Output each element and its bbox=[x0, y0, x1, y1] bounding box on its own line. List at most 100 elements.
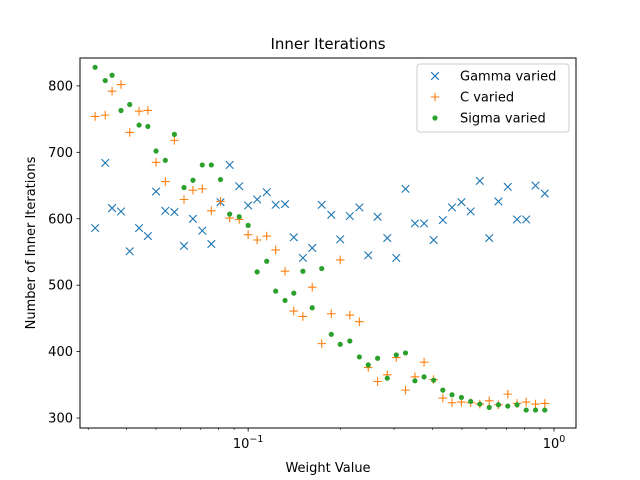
data-point bbox=[134, 106, 144, 116]
data-point bbox=[373, 212, 382, 221]
data-point bbox=[364, 251, 373, 260]
x-axis-label: Weight Value bbox=[285, 461, 370, 476]
data-point bbox=[449, 392, 455, 398]
data-point bbox=[485, 233, 494, 243]
y-tick-label: 400 bbox=[48, 345, 73, 360]
data-point bbox=[328, 331, 334, 337]
data-point bbox=[198, 226, 207, 235]
data-point bbox=[282, 297, 288, 304]
data-point bbox=[540, 399, 550, 408]
data-point bbox=[347, 338, 353, 344]
data-point bbox=[199, 162, 205, 168]
data-point bbox=[227, 211, 233, 217]
data-point bbox=[438, 393, 448, 403]
data-point bbox=[188, 185, 198, 195]
data-point bbox=[252, 195, 262, 204]
data-point bbox=[521, 215, 531, 224]
data-point bbox=[326, 309, 336, 319]
data-point bbox=[505, 403, 511, 409]
data-point bbox=[495, 402, 502, 408]
data-point bbox=[127, 101, 133, 108]
data-point bbox=[291, 290, 297, 296]
data-point bbox=[109, 72, 115, 78]
data-point bbox=[512, 215, 522, 224]
data-point bbox=[375, 355, 381, 361]
data-point bbox=[494, 197, 503, 206]
data-point bbox=[217, 176, 224, 183]
data-point bbox=[245, 222, 251, 228]
data-point bbox=[254, 269, 260, 275]
data-point bbox=[429, 235, 438, 245]
data-point bbox=[216, 197, 225, 206]
data-point bbox=[235, 182, 244, 191]
data-point bbox=[151, 157, 161, 167]
data-point bbox=[337, 341, 343, 347]
data-point bbox=[271, 200, 280, 209]
data-point bbox=[207, 206, 216, 216]
x-tick-label: 10−1 bbox=[233, 434, 264, 452]
data-point bbox=[345, 310, 355, 320]
data-point bbox=[345, 211, 355, 221]
data-point bbox=[102, 77, 108, 84]
data-point bbox=[523, 407, 529, 413]
data-point bbox=[401, 385, 410, 395]
data-point bbox=[161, 206, 170, 215]
data-point bbox=[521, 397, 531, 407]
data-point bbox=[383, 233, 392, 243]
x-axis: 10−1 100 bbox=[87, 428, 565, 452]
y-tick-label: 700 bbox=[48, 146, 73, 161]
data-point bbox=[280, 266, 290, 276]
data-point bbox=[319, 265, 325, 272]
y-tick-label: 500 bbox=[48, 279, 73, 294]
data-point bbox=[393, 352, 399, 358]
data-point bbox=[100, 110, 110, 120]
legend: Gamma varied C varied Sigma varied bbox=[416, 63, 570, 133]
legend-label: C varied bbox=[460, 91, 514, 106]
data-point bbox=[440, 387, 446, 393]
data-point bbox=[355, 317, 364, 327]
data-point bbox=[503, 389, 513, 399]
data-point bbox=[181, 184, 187, 191]
data-point bbox=[252, 235, 262, 245]
data-point bbox=[475, 176, 484, 186]
data-point bbox=[134, 223, 144, 233]
data-point bbox=[542, 407, 548, 413]
y-axis: 300 400 500 600 700 800 bbox=[48, 79, 80, 427]
data-point bbox=[243, 201, 253, 210]
data-point bbox=[373, 377, 382, 386]
data-point bbox=[503, 182, 512, 192]
data-point bbox=[151, 187, 161, 196]
data-point bbox=[336, 235, 345, 244]
data-point bbox=[308, 243, 317, 253]
data-point bbox=[327, 210, 336, 219]
legend-label: Gamma varied bbox=[460, 70, 556, 85]
data-point bbox=[262, 231, 272, 241]
data-point bbox=[243, 230, 253, 239]
data-point bbox=[514, 402, 520, 408]
data-point bbox=[447, 398, 457, 408]
data-point bbox=[101, 158, 110, 168]
data-point bbox=[273, 288, 279, 294]
data-point bbox=[125, 247, 134, 256]
data-point bbox=[171, 131, 178, 137]
data-point bbox=[540, 189, 549, 198]
data-marks bbox=[90, 64, 550, 413]
data-point bbox=[531, 399, 540, 409]
data-point bbox=[116, 207, 126, 216]
data-point bbox=[264, 258, 270, 264]
data-point bbox=[365, 362, 371, 368]
data-point bbox=[208, 162, 214, 168]
data-point bbox=[438, 215, 448, 225]
y-tick-label: 800 bbox=[48, 79, 73, 94]
data-point bbox=[355, 203, 364, 212]
data-point bbox=[466, 207, 475, 216]
data-point bbox=[190, 177, 196, 183]
data-point bbox=[532, 407, 539, 413]
legend-marker bbox=[430, 92, 440, 102]
data-point bbox=[289, 306, 299, 316]
series-gamma-varied bbox=[90, 158, 549, 263]
data-point bbox=[107, 203, 117, 213]
data-point bbox=[136, 122, 142, 128]
data-point bbox=[307, 282, 317, 292]
